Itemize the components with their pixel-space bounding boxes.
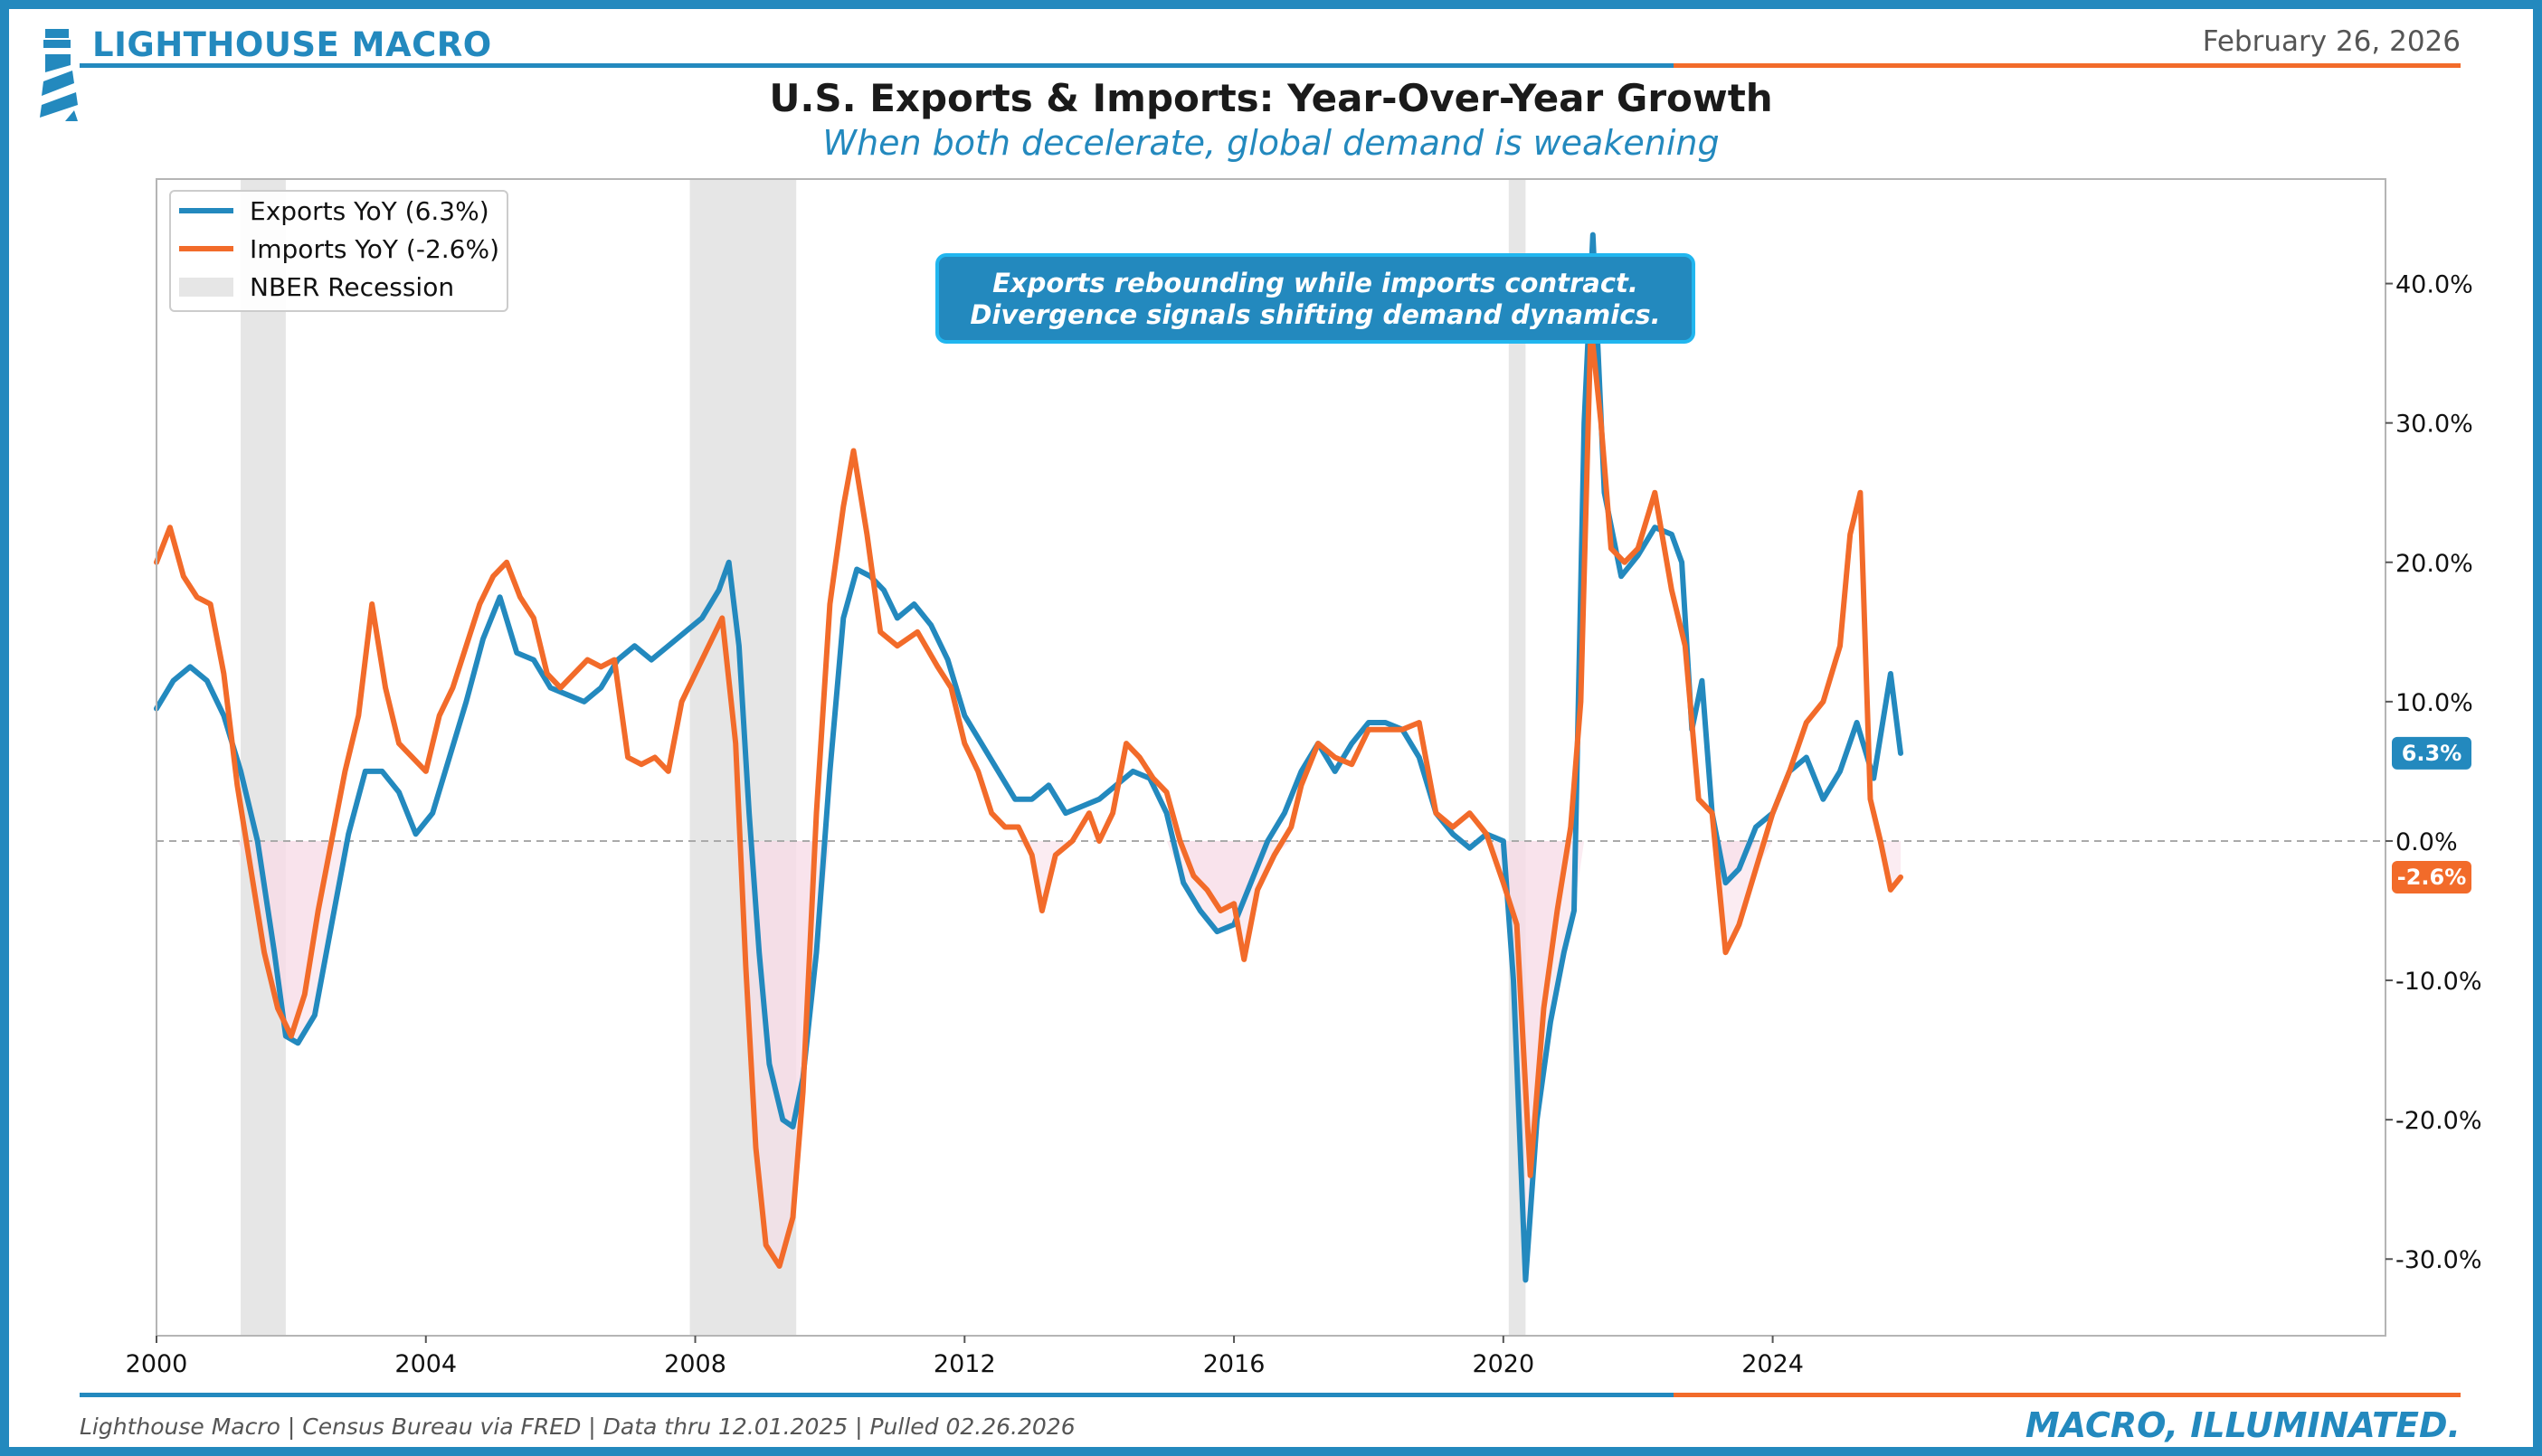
chart-title: U.S. Exports & Imports: Year-Over-Year G…	[769, 76, 1773, 120]
exports-line	[154, 232, 1903, 1283]
header-rule-orange	[1674, 63, 2461, 68]
y-tick-label: 20.0%	[2395, 550, 2473, 578]
y-tick-label: 10.0%	[2395, 689, 2473, 717]
annotation-line-1: Exports rebounding while imports contrac…	[992, 268, 1638, 298]
footer-rule-blue	[80, 1393, 1674, 1397]
x-tick-label: 2016	[1203, 1350, 1266, 1378]
legend-recession-label: NBER Recession	[250, 272, 454, 302]
y-tick-label: 40.0%	[2395, 271, 2473, 299]
legend-imports-label: Imports YoY (-2.6%)	[250, 234, 499, 264]
recession-band	[241, 179, 286, 1336]
x-tick-label: 2000	[126, 1350, 188, 1378]
x-tick-label: 2024	[1741, 1350, 1804, 1378]
legend-recession-swatch	[179, 278, 233, 297]
imports-line	[154, 322, 1903, 1269]
footer-rule-orange	[1674, 1393, 2461, 1397]
annotation-box	[935, 253, 1695, 344]
last-value-badge	[2392, 861, 2471, 894]
y-tick-label: 30.0%	[2395, 411, 2473, 439]
x-tick-label: 2012	[934, 1350, 996, 1378]
last-value-badge	[2392, 736, 2471, 770]
x-tick-label: 2020	[1472, 1350, 1534, 1378]
annotation-line-2: Divergence signals shifting demand dynam…	[970, 299, 1660, 330]
chart-subtitle: When both decelerate, global demand is w…	[822, 123, 1720, 163]
last-value-label: -2.6%	[2397, 865, 2467, 890]
plot-border	[156, 178, 2386, 1337]
source-note: Lighthouse Macro | Census Bureau via FRE…	[80, 1413, 1076, 1440]
y-tick-label: -30.0%	[2395, 1246, 2482, 1274]
y-tick-label: -20.0%	[2395, 1107, 2482, 1135]
negative-fill-area	[237, 840, 1902, 1266]
y-tick-label: 0.0%	[2395, 828, 2458, 856]
tagline: MACRO, ILLUMINATED.	[2025, 1405, 2461, 1445]
legend-exports-label: Exports YoY (6.3%)	[250, 196, 489, 226]
brand-name: LIGHTHOUSE MACRO	[92, 25, 492, 64]
header-rule-blue	[80, 63, 1674, 68]
last-value-label: 6.3%	[2402, 741, 2462, 766]
report-date: February 26, 2026	[2202, 25, 2461, 58]
x-tick-label: 2004	[394, 1350, 457, 1378]
x-tick-label: 2008	[664, 1350, 726, 1378]
y-tick-label: -10.0%	[2395, 968, 2482, 996]
legend-box	[169, 190, 508, 312]
lighthouse-logo-icon	[38, 27, 81, 130]
